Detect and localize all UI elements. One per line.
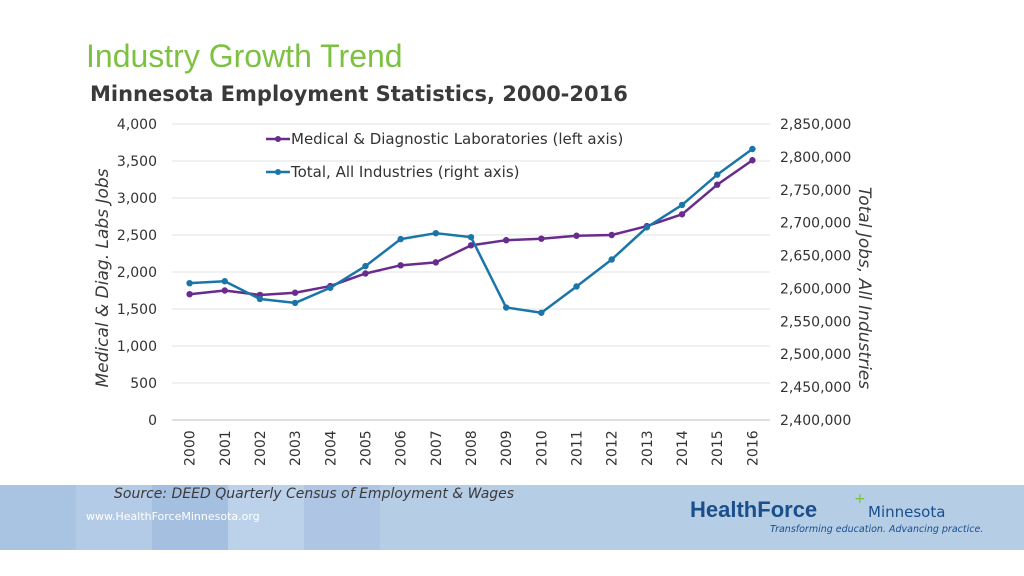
data-point-total (291, 299, 299, 307)
right-tick-label: 2,550,000 (780, 314, 851, 330)
data-point-medical (538, 235, 545, 242)
legend-total-swatch-marker (275, 169, 281, 175)
x-tick-label: 2001 (218, 430, 234, 466)
left-tick-label: 3,000 (117, 191, 157, 207)
chart-subtitle: Minnesota Employment Statistics, 2000-20… (90, 82, 628, 106)
left-tick-label: 500 (130, 376, 157, 392)
right-tick-label: 2,800,000 (780, 150, 851, 166)
data-point-medical (397, 262, 404, 269)
right-axis-ticks: 2,400,000 2,450,000 2,500,000 2,550,000 2,60… (780, 117, 851, 429)
left-tick-label: 3,500 (117, 154, 157, 170)
data-point-total (749, 145, 756, 153)
data-point-total (467, 233, 475, 241)
series-points (186, 145, 756, 316)
x-axis-ticks: 2000 2001 2002 2003 2004 2005 2006 2007 2008 2009… (183, 430, 762, 466)
data-point-total (362, 262, 369, 270)
logo-plus-icon: + (854, 491, 866, 507)
logo-force: Force (757, 497, 818, 522)
x-tick-label: 2005 (358, 430, 374, 466)
line-chart: 05001,0001,5002,0002,5003,0003,5004,000 … (93, 117, 874, 466)
data-point-total (714, 171, 721, 178)
data-point-total (573, 283, 580, 290)
data-point-total (186, 279, 193, 287)
chart-title: Industry Growth Trend (86, 38, 403, 74)
right-tick-label: 2,700,000 (780, 216, 851, 232)
left-tick-label: 2,500 (117, 228, 157, 244)
left-tick-label: 4,000 (117, 117, 157, 133)
logo-region: Minnesota (868, 503, 946, 521)
x-tick-label: 2007 (429, 430, 445, 466)
legend-medical-swatch-marker (275, 136, 281, 142)
left-tick-label: 0 (148, 413, 157, 429)
right-axis-title: Total Jobs, All Industries (854, 187, 874, 389)
data-point-total (608, 256, 615, 263)
x-tick-label: 2013 (640, 430, 656, 466)
right-tick-label: 2,450,000 (780, 380, 851, 396)
data-point-medical (502, 236, 510, 244)
data-point-medical (362, 270, 369, 277)
x-tick-label: 2016 (745, 430, 761, 466)
data-point-medical (432, 259, 440, 266)
logo-health: Health (690, 497, 758, 522)
data-point-total (327, 284, 334, 291)
right-tick-label: 2,850,000 (780, 117, 851, 133)
data-point-total (256, 295, 264, 303)
x-tick-label: 2000 (183, 430, 199, 466)
right-tick-label: 2,500,000 (780, 347, 851, 363)
right-tick-label: 2,600,000 (780, 281, 851, 297)
data-point-medical (608, 231, 615, 239)
data-point-medical (749, 157, 756, 164)
left-tick-label: 2,000 (117, 265, 157, 281)
right-tick-label: 2,400,000 (780, 413, 851, 429)
left-axis-ticks: 0 500 1,000 1,500 2,000 2,500 3,000 3,500 4,000 (117, 117, 157, 429)
data-point-medical (221, 287, 228, 294)
footer-band (0, 485, 1024, 550)
data-point-total (397, 235, 404, 243)
legend: Medical & Diagnostic Laboratories (left … (266, 130, 623, 181)
data-point-medical (573, 232, 580, 239)
legend-total-label: Total, All Industries (right axis) (290, 163, 520, 181)
data-point-total (678, 201, 686, 209)
x-tick-label: 2009 (499, 430, 515, 466)
data-point-medical (714, 181, 721, 188)
data-point-total (538, 309, 545, 316)
data-point-total (432, 229, 440, 237)
website-link[interactable]: www.HealthForceMinnesota.org (86, 510, 260, 523)
x-tick-label: 2008 (464, 430, 480, 466)
x-tick-label: 2003 (288, 430, 304, 466)
data-point-medical (291, 289, 299, 296)
x-tick-label: 2015 (710, 430, 726, 466)
legend-medical-label: Medical & Diagnostic Laboratories (left … (291, 130, 623, 148)
right-tick-label: 2,750,000 (780, 183, 851, 199)
left-tick-label: 1,000 (117, 339, 157, 355)
data-point-total (502, 304, 510, 311)
data-point-medical (467, 242, 475, 249)
logo-tagline: Transforming education. Advancing practi… (770, 524, 984, 535)
source-note: Source: DEED Quarterly Census of Employm… (114, 486, 515, 502)
data-point-total (643, 224, 651, 231)
x-tick-label: 2011 (570, 430, 586, 466)
gridlines (172, 123, 770, 421)
data-point-medical (678, 211, 686, 218)
x-tick-label: 2004 (323, 430, 339, 466)
left-tick-label: 1,500 (117, 302, 157, 318)
x-tick-label: 2012 (605, 430, 621, 466)
right-tick-label: 2,650,000 (780, 249, 851, 265)
x-tick-label: 2006 (394, 430, 410, 466)
left-axis-title: Medical & Diag. Labs Jobs (93, 168, 113, 387)
x-tick-label: 2002 (253, 430, 269, 466)
x-tick-label: 2010 (534, 430, 550, 466)
healthforce-logo: HealthForce + Minnesota Transforming edu… (690, 491, 1000, 537)
x-tick-label: 2014 (675, 430, 691, 466)
footer-decoration (0, 485, 380, 550)
data-point-medical (186, 291, 193, 298)
data-point-total (221, 278, 228, 285)
logo-wordmark: HealthForce (690, 497, 817, 523)
